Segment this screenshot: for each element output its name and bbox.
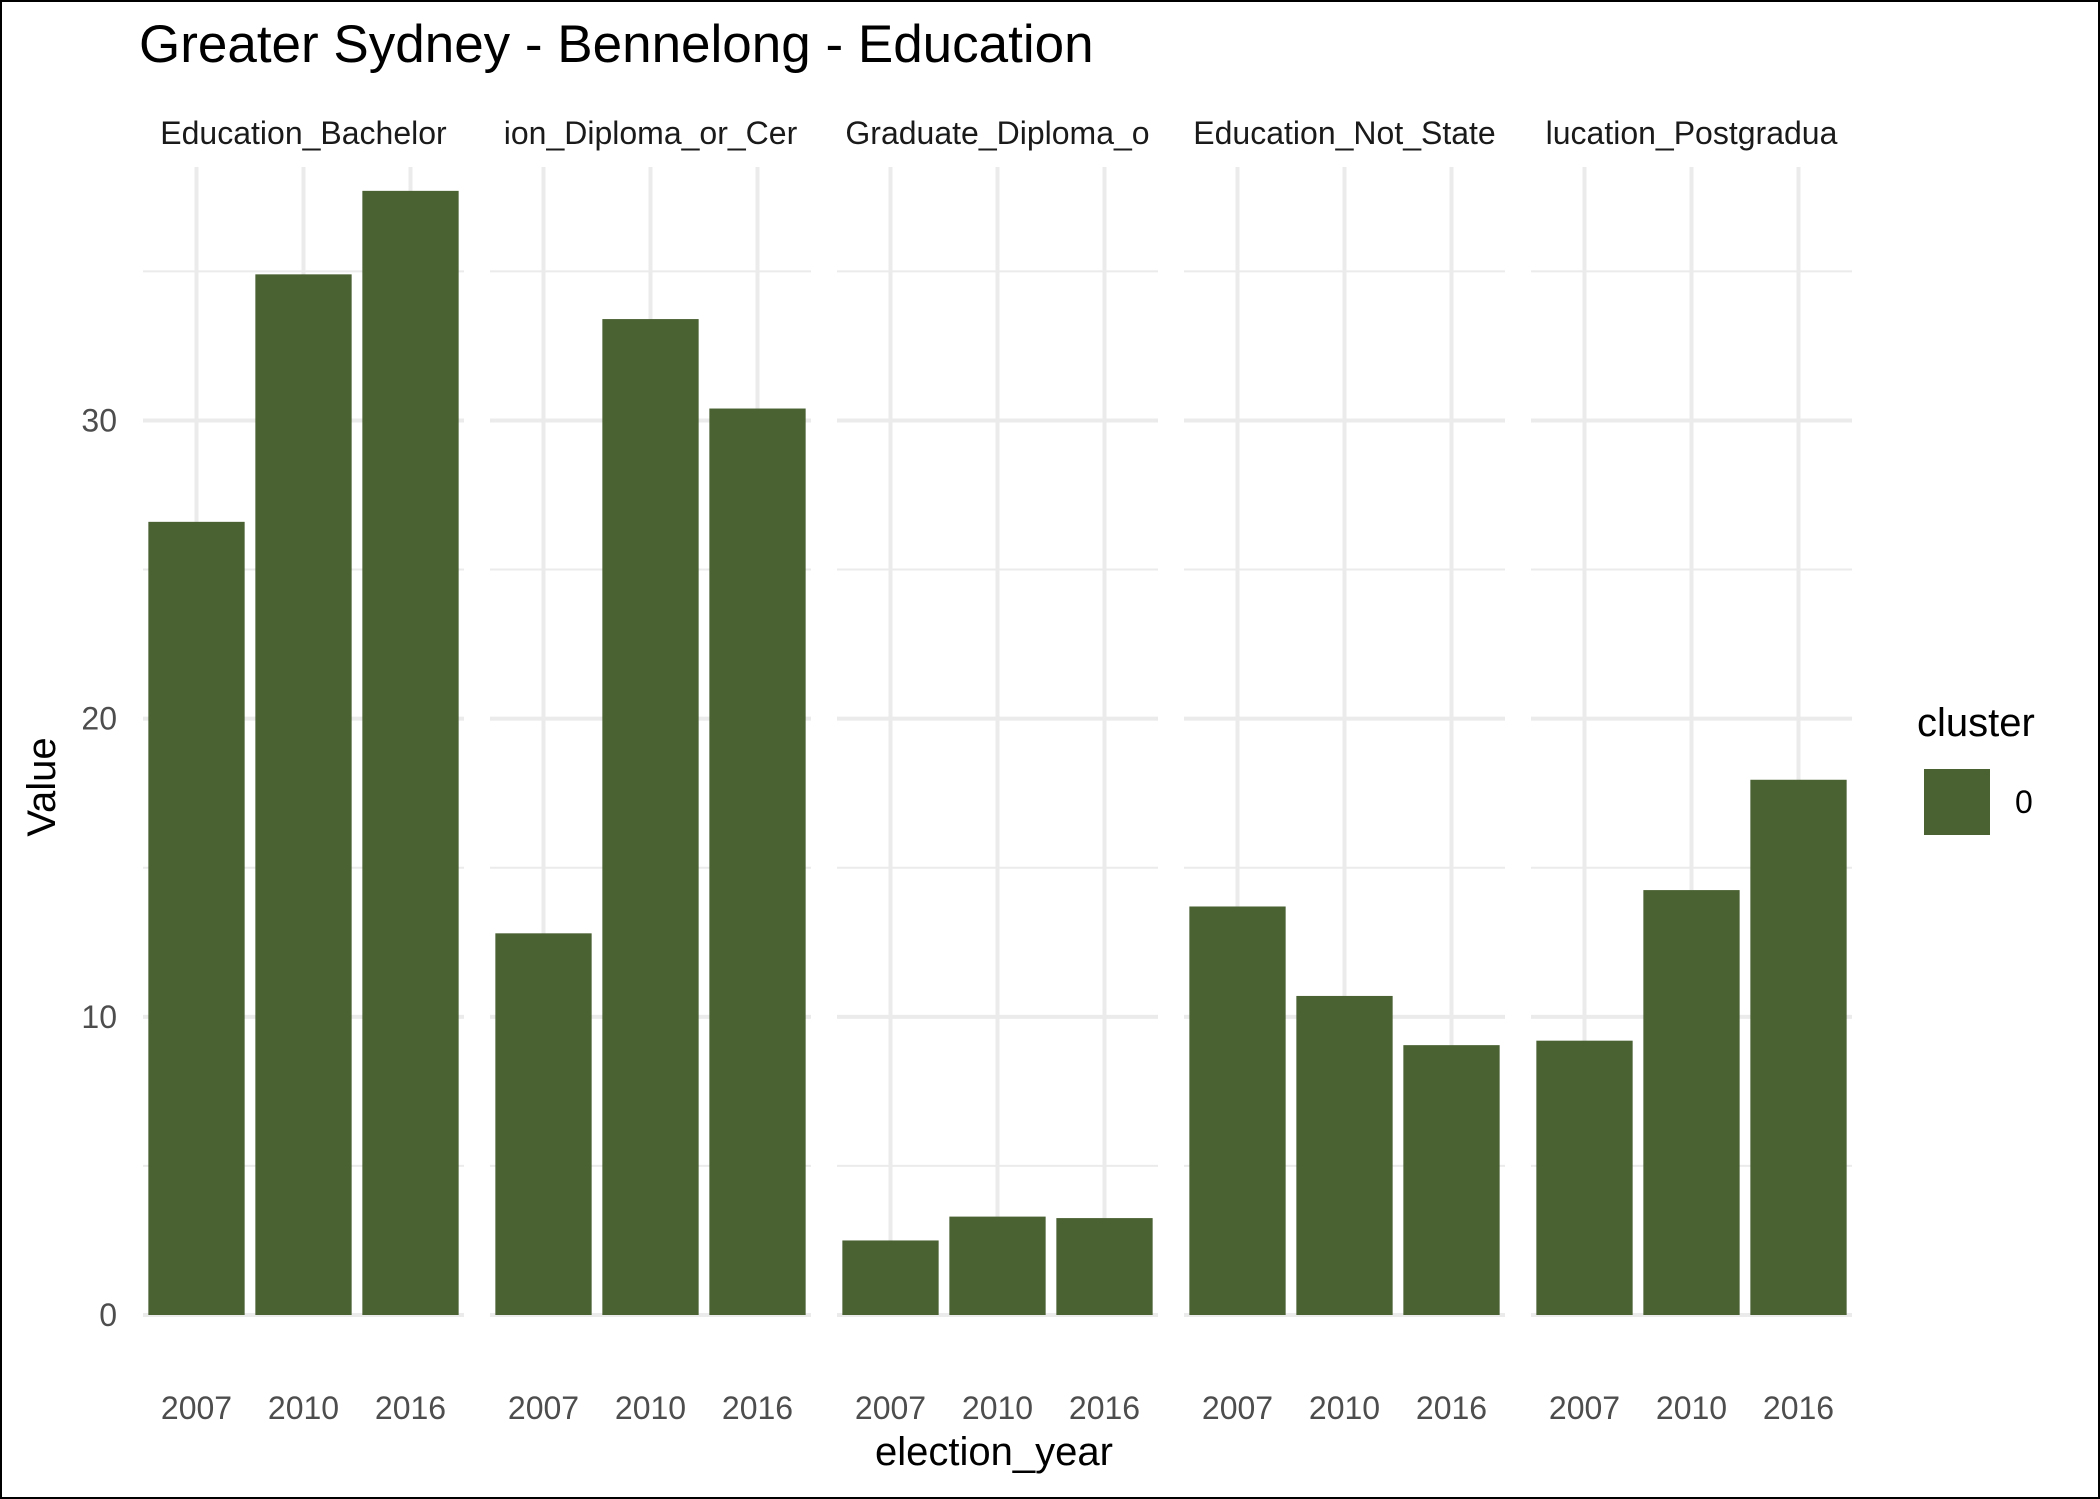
bar (842, 1240, 939, 1315)
legend-label: 0 (2015, 784, 2033, 820)
x-tick-label: 2010 (268, 1390, 339, 1426)
legend: cluster 0 (1917, 701, 2035, 835)
x-tick-label: 2007 (1202, 1390, 1273, 1426)
facet-strip-label: Education_Bachelor (160, 115, 447, 151)
x-tick-label: 2007 (1549, 1390, 1620, 1426)
x-tick-label: 2007 (508, 1390, 579, 1426)
bar (1643, 890, 1740, 1315)
bar (495, 933, 592, 1315)
x-tick-label: 2016 (1763, 1390, 1834, 1426)
y-tick-label: 0 (99, 1297, 117, 1333)
y-tick-label: 20 (81, 701, 117, 737)
legend-title: cluster (1917, 701, 2035, 745)
x-tick-label: 2016 (1416, 1390, 1487, 1426)
facet-strip-label: ion_Diploma_or_Cer (504, 115, 798, 151)
x-tick-label: 2010 (1309, 1390, 1380, 1426)
facet-strip-label: Graduate_Diploma_o (845, 115, 1149, 151)
x-tick-label: 2010 (1656, 1390, 1727, 1426)
x-tick-label: 2016 (722, 1390, 793, 1426)
y-tick-label: 10 (81, 999, 117, 1035)
bar (1536, 1040, 1633, 1315)
facet-strip-label: Education_Not_State (1193, 115, 1495, 151)
y-axis: 0 10 20 30 (81, 402, 117, 1333)
x-tick-label: 2010 (962, 1390, 1033, 1426)
bar (148, 521, 245, 1315)
facet-panel: 2007 2010 2016 Graduate_Diploma_o (837, 115, 1158, 1426)
x-tick-label: 2016 (1069, 1390, 1140, 1426)
y-tick-label: 30 (81, 402, 117, 438)
bar (255, 274, 352, 1315)
y-axis-title: Value (20, 737, 64, 836)
x-tick-label: 2016 (375, 1390, 446, 1426)
facet-panel: 2007 2010 2016 Education_Not_State (1184, 115, 1505, 1426)
x-tick-label: 2007 (855, 1390, 926, 1426)
x-tick-label: 2007 (161, 1390, 232, 1426)
bar (1750, 779, 1847, 1315)
facet-strip-label: lucation_Postgradua (1546, 115, 1838, 151)
bar (1403, 1045, 1500, 1315)
bar (949, 1216, 1046, 1315)
facet-panel: 2007 2010 2016 lucation_Postgradua (1531, 115, 1852, 1426)
x-tick-label: 2010 (615, 1390, 686, 1426)
bar (602, 319, 699, 1315)
x-axis-title: election_year (875, 1430, 1113, 1474)
facet-panel: 2007 2010 2016 ion_Diploma_or_Cer (490, 115, 811, 1426)
chart-title: Greater Sydney - Bennelong - Education (139, 15, 1094, 74)
legend-swatch (1924, 769, 1990, 835)
bar (362, 190, 459, 1316)
bar (1189, 906, 1286, 1315)
bar (1296, 995, 1393, 1315)
bar (1056, 1218, 1153, 1315)
bar (709, 408, 806, 1315)
facet-panel: 2007 2010 2016 Education_Bachelor (143, 115, 464, 1426)
